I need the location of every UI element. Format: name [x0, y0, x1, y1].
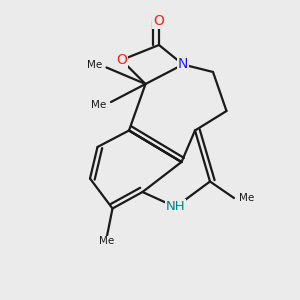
- Text: O: O: [116, 53, 127, 67]
- Text: Me: Me: [99, 236, 114, 247]
- Text: NH: NH: [166, 200, 185, 214]
- Text: Me: Me: [87, 59, 102, 70]
- Text: Me: Me: [238, 193, 254, 203]
- Text: Me: Me: [91, 100, 106, 110]
- Text: N: N: [178, 58, 188, 71]
- Text: O: O: [154, 14, 164, 28]
